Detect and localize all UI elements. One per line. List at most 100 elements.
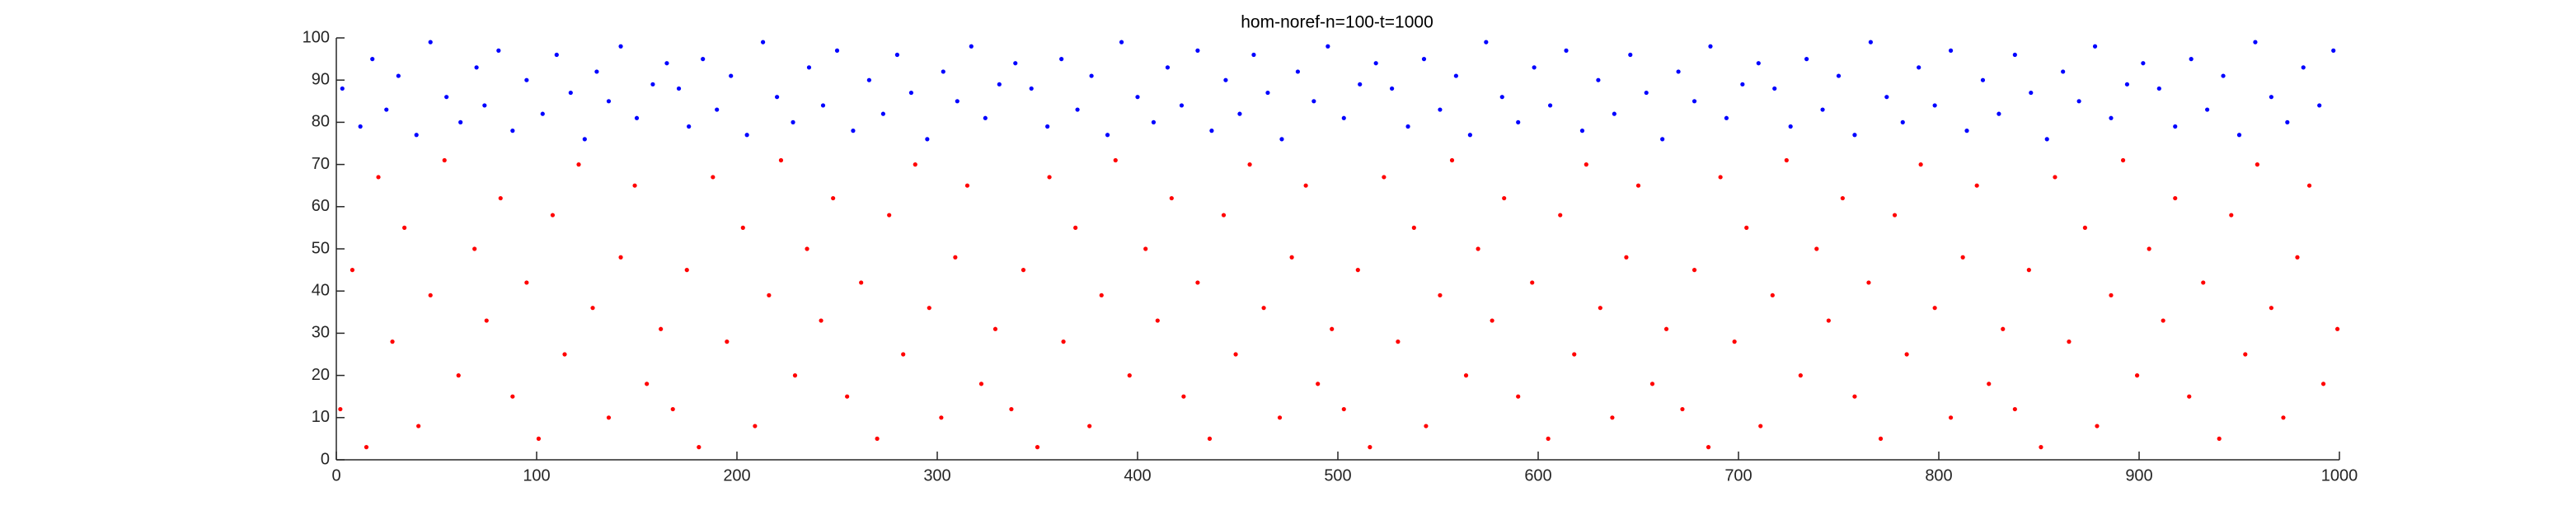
point [2229,213,2234,218]
y-tick-label: 50 [312,239,330,257]
point [350,268,355,273]
point [2161,318,2165,323]
point [1546,436,1551,442]
x-tick-label: 100 [523,466,550,485]
point [1708,44,1713,49]
point [676,86,682,91]
chart-title: hom-noref-n=100-t=1000 [1241,13,1433,32]
point [697,445,701,450]
point [983,115,988,120]
point [744,133,749,138]
point [1814,246,1819,251]
point [2039,445,2043,450]
point [2189,57,2194,62]
point [2001,326,2006,331]
point [428,40,433,44]
x-tick-label: 0 [331,466,340,485]
point [442,157,447,163]
point [845,394,850,399]
point [1179,103,1185,108]
point [1035,445,1040,450]
point [1373,61,1378,66]
point [1382,175,1387,180]
point [632,183,637,188]
point [1980,77,1986,82]
point [618,255,623,260]
point [2067,339,2072,344]
x-tick-label: 300 [923,466,950,485]
point [939,415,944,420]
point [2053,175,2058,180]
point [1155,318,1160,323]
point [396,73,401,78]
point [1866,280,1871,285]
point [1628,52,1633,58]
point [1247,162,1252,167]
point [484,318,489,323]
point [834,48,840,53]
point [1277,415,1283,420]
point [1744,225,1749,230]
point [2026,268,2031,273]
point [2217,436,2222,442]
y-tick-label: 80 [312,113,330,131]
point [370,57,375,62]
point [1884,95,1889,100]
point [711,175,716,180]
point [645,382,650,386]
point [1547,103,1553,108]
point [753,424,758,428]
point [2124,82,2130,87]
point [384,107,389,112]
point [1798,373,1803,378]
y-tick-label: 40 [312,281,330,299]
point [2012,406,2017,412]
point [2253,40,2258,44]
point [2156,86,2161,91]
point [1390,86,1395,91]
point [1303,183,1308,188]
point [1453,73,1458,78]
y-tick-label: 10 [312,408,330,426]
point [550,213,556,218]
point [913,162,917,167]
point [1558,213,1563,218]
point [1917,65,1921,70]
point [1330,326,1335,331]
point [590,306,595,311]
point [1772,86,1777,91]
point [554,52,559,58]
point [740,225,745,230]
point [1087,424,1092,428]
point [1596,77,1601,82]
y-tick-label: 70 [312,155,330,173]
point [2147,246,2151,251]
point [2120,157,2126,163]
point [2092,44,2098,49]
point [2269,95,2273,100]
point [2285,119,2290,124]
point [1368,445,1372,450]
point [927,306,931,311]
point [1836,73,1842,78]
point [1029,86,1034,91]
point [1826,318,1831,323]
point [536,436,542,442]
point [701,57,706,62]
point [1438,107,1443,112]
point [1692,268,1697,273]
x-tick-label: 700 [1724,466,1752,485]
point [908,90,914,96]
point [1195,280,1200,285]
point [1532,65,1537,70]
point [969,44,974,49]
point [1289,255,1294,260]
point [1904,352,1909,357]
point [1852,133,1857,138]
point [1612,111,1616,116]
point [568,90,573,96]
y-tick-label: 0 [321,450,330,468]
point [955,99,960,104]
point [1326,44,1330,49]
